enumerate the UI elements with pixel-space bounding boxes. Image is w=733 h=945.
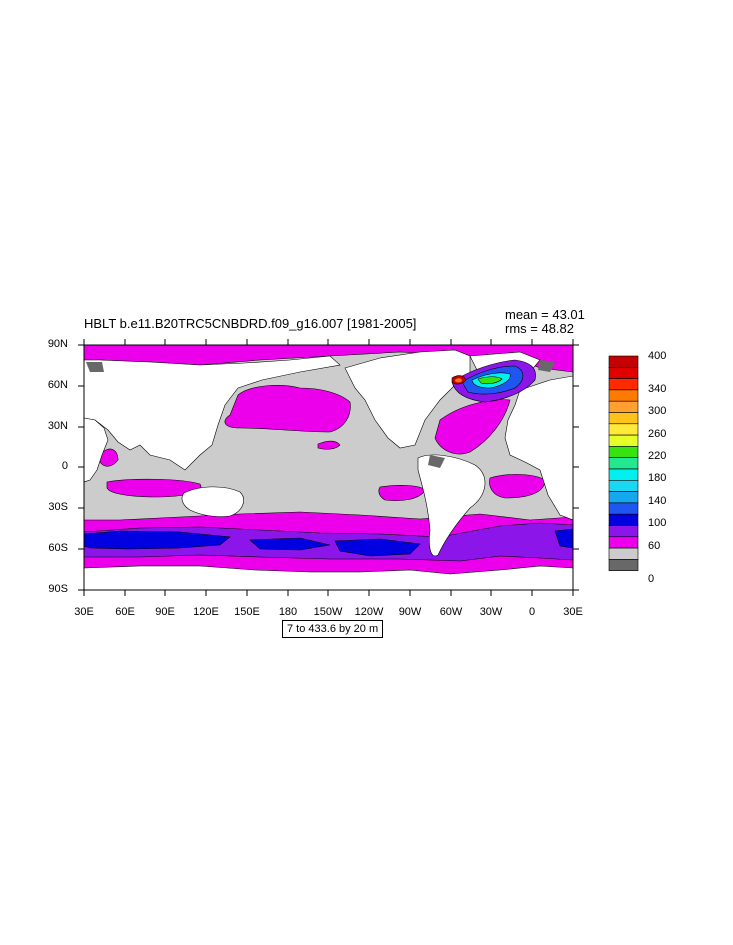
colorbar-swatch xyxy=(608,536,639,549)
colorbar-label-340: 340 xyxy=(648,383,667,395)
colorbar-swatch xyxy=(608,446,639,458)
ice-patch-greenland xyxy=(538,360,555,372)
rms-value: rms = 48.82 xyxy=(505,321,575,336)
colorbar-label-180: 180 xyxy=(648,472,667,484)
ice-patch-arctic xyxy=(86,362,104,372)
lat-label-90n: 90N xyxy=(47,338,68,350)
southern-blue-region-south-pacific xyxy=(334,538,421,557)
colorbar-swatch xyxy=(608,547,639,560)
lat-label-90s: 90S xyxy=(48,583,68,595)
colorbar-label-220: 220 xyxy=(648,450,667,462)
colorbar-label-260: 260 xyxy=(648,428,667,440)
lon-label-30w: 30W xyxy=(479,606,503,618)
colorbar-swatch xyxy=(608,468,639,481)
colorbar-swatch xyxy=(608,389,639,402)
colorbar-swatch xyxy=(608,491,639,504)
ice-patch-hudson xyxy=(428,455,445,468)
lon-label-30e-end: 30E xyxy=(563,606,583,618)
lat-label-0: 0 xyxy=(61,460,68,472)
central-pacific-magenta xyxy=(317,440,341,450)
colorbar-swatch xyxy=(608,559,639,572)
lat-label-30n: 30N xyxy=(47,420,68,432)
indian-north-magenta xyxy=(99,448,119,467)
north-atlantic-hotspot xyxy=(451,359,536,403)
land-europe-africa-east xyxy=(504,375,573,521)
lon-label-90w: 90W xyxy=(398,606,422,618)
colorbar-label-100: 100 xyxy=(648,517,667,529)
lon-label-150w: 150W xyxy=(313,606,343,618)
colorbar-swatch xyxy=(608,525,639,538)
land-eurasia xyxy=(84,355,341,471)
south-atlantic-magenta xyxy=(489,474,546,499)
colorbar-swatch xyxy=(608,479,639,492)
land-masses xyxy=(84,349,573,590)
south-pacific-magenta xyxy=(378,485,426,501)
lon-label-0: 0 xyxy=(528,606,536,618)
colorbar-swatch xyxy=(608,423,639,436)
colorbar-swatch xyxy=(608,502,639,515)
colorbar-swatch xyxy=(608,412,639,425)
lon-label-90e: 90E xyxy=(155,606,175,618)
north-pacific-magenta xyxy=(224,385,351,433)
lat-label-60n: 60N xyxy=(47,379,68,391)
lon-label-120e: 120E xyxy=(193,606,219,618)
map-panel xyxy=(84,345,573,590)
colorbar-label-0: 0 xyxy=(648,573,655,585)
southern-blue-region-indian xyxy=(84,530,231,550)
land-antarctica xyxy=(84,565,573,590)
map-title: HBLT b.e11.B20TRC5CNBDRD.f09_g16.007 [19… xyxy=(84,316,417,331)
colorbar-label-400: 400 xyxy=(648,350,667,362)
lat-ticks xyxy=(78,344,579,591)
lon-label-60w: 60W xyxy=(439,606,463,618)
lon-label-120w: 120W xyxy=(354,606,384,618)
contour-info-box: 7 to 433.6 by 20 m xyxy=(282,620,384,638)
southern-purple-band xyxy=(84,522,573,562)
land-africa xyxy=(84,417,109,483)
colorbar-swatch xyxy=(608,434,639,447)
colorbar-swatch xyxy=(608,457,639,470)
colorbar-swatch xyxy=(608,355,639,368)
lon-label-150e: 150E xyxy=(234,606,260,618)
lon-label-30e: 30E xyxy=(74,606,94,618)
southern-blue-region-pacific xyxy=(249,537,331,551)
lat-label-60s: 60S xyxy=(48,542,68,554)
colorbar-label-60: 60 xyxy=(648,540,661,552)
lon-label-180: 180 xyxy=(278,606,298,618)
colorbar-swatch xyxy=(608,366,639,379)
colorbar xyxy=(608,355,639,572)
lat-label-30s: 30S xyxy=(48,501,68,513)
lon-ticks xyxy=(83,339,574,596)
land-north-america xyxy=(344,349,471,449)
land-australia xyxy=(181,486,244,517)
colorbar-label-140: 140 xyxy=(648,495,667,507)
colorbar-swatch xyxy=(608,400,639,413)
lon-label-60e: 60E xyxy=(115,606,135,618)
land-south-america xyxy=(417,454,486,557)
colorbar-swatch xyxy=(608,513,639,526)
southern-blue-region-atlantic xyxy=(554,528,573,549)
colorbar-swatch xyxy=(608,378,639,391)
colorbar-label-300: 300 xyxy=(648,405,667,417)
mean-value: mean = 43.01 xyxy=(505,307,585,322)
north-atlantic-magenta xyxy=(434,399,511,455)
